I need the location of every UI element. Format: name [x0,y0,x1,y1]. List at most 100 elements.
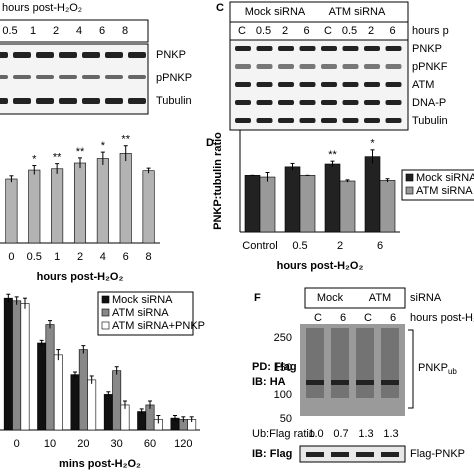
band [385,100,402,105]
band [59,98,77,104]
band [13,75,31,79]
row-label: pPNKF [412,61,448,73]
band [381,380,399,385]
bar [142,170,155,244]
legend-swatch [101,321,110,330]
bar [73,162,87,244]
band [381,452,399,457]
band [82,98,100,104]
x-tick-label: 60 [144,438,156,450]
band [342,64,359,69]
bar [299,175,316,233]
lane-label: C [238,25,246,37]
band [342,82,359,87]
marker-label: 250 [274,332,292,344]
lane-label: 1 [30,25,36,37]
blot [299,445,406,463]
marker-label: 100 [274,389,292,401]
row-label: DNA-P [412,97,446,109]
band [128,98,146,104]
panel-label: F [254,292,261,304]
band [321,64,337,69]
band [385,64,402,69]
group-label: Mock [317,292,344,304]
band [256,64,273,69]
significance: ** [328,149,337,161]
legend-label: ATM siRNA [112,307,169,319]
band [278,118,294,123]
bar [339,180,356,233]
y-axis-label: PNKP:tubulin ratio [212,132,224,230]
bar [53,354,63,431]
bar [87,379,97,431]
band [364,118,380,123]
bar [78,349,88,431]
legend-swatch [101,308,110,317]
ratio-value: 1.3 [358,428,373,440]
row-label: PNKP [156,49,186,61]
band [321,100,337,105]
bar [284,166,301,233]
lane-box [0,19,149,43]
legend-swatch [101,295,110,304]
row-label: Tubulin [412,115,448,127]
lane-label: 8 [122,25,128,37]
legend-label: ATM siRNA+PNKP [112,320,205,332]
significance: * [370,138,375,150]
lane-label: 4 [76,25,82,37]
band [342,100,359,105]
band [299,100,316,105]
lane-label: 2 [53,25,59,37]
legend-label: Mock siRNA [112,294,173,306]
header: hours post-H₂ [410,312,474,324]
significance: ** [53,152,62,164]
band [364,64,380,69]
band [299,46,316,51]
bar [51,168,64,244]
header: hours p [412,25,449,37]
bar [379,180,396,233]
band [235,64,251,69]
band [256,118,273,123]
x-tick-label: 120 [174,438,192,450]
band [128,75,146,79]
band [356,452,374,457]
band [299,118,316,123]
band [306,380,324,385]
row-label: pPNKP [156,72,192,84]
band [385,118,402,123]
bar [45,324,55,431]
band [321,118,337,123]
x-tick-label: 10 [44,438,56,450]
band [36,98,54,104]
band [82,52,100,58]
lane-label: 2 [368,25,374,37]
row-label: ATM [412,79,434,91]
lane-label: 2 [282,25,288,37]
group-label: ATM siRNA [329,6,386,18]
marker-label: 150 [274,362,292,374]
band [105,98,123,104]
band [235,118,251,123]
legend-box [401,169,474,201]
bar [70,374,80,431]
band [342,118,359,123]
row-label: Flag-PNKP [410,448,465,460]
significance: ** [76,146,85,158]
band [0,52,8,58]
group-label: ATM [369,292,391,304]
ratio-value: 1.0 [308,428,323,440]
band [385,46,402,51]
bracket-text: PNKP [418,362,448,374]
band [385,82,402,87]
x-tick-label: 0.5 [292,240,307,252]
lane-label: C [314,312,322,324]
band [59,52,77,58]
legend-box [97,291,194,336]
band [331,380,349,385]
band [0,75,8,79]
x-tick-label: 4 [100,251,106,263]
bar [324,163,341,233]
lane-label: 6 [340,312,346,324]
